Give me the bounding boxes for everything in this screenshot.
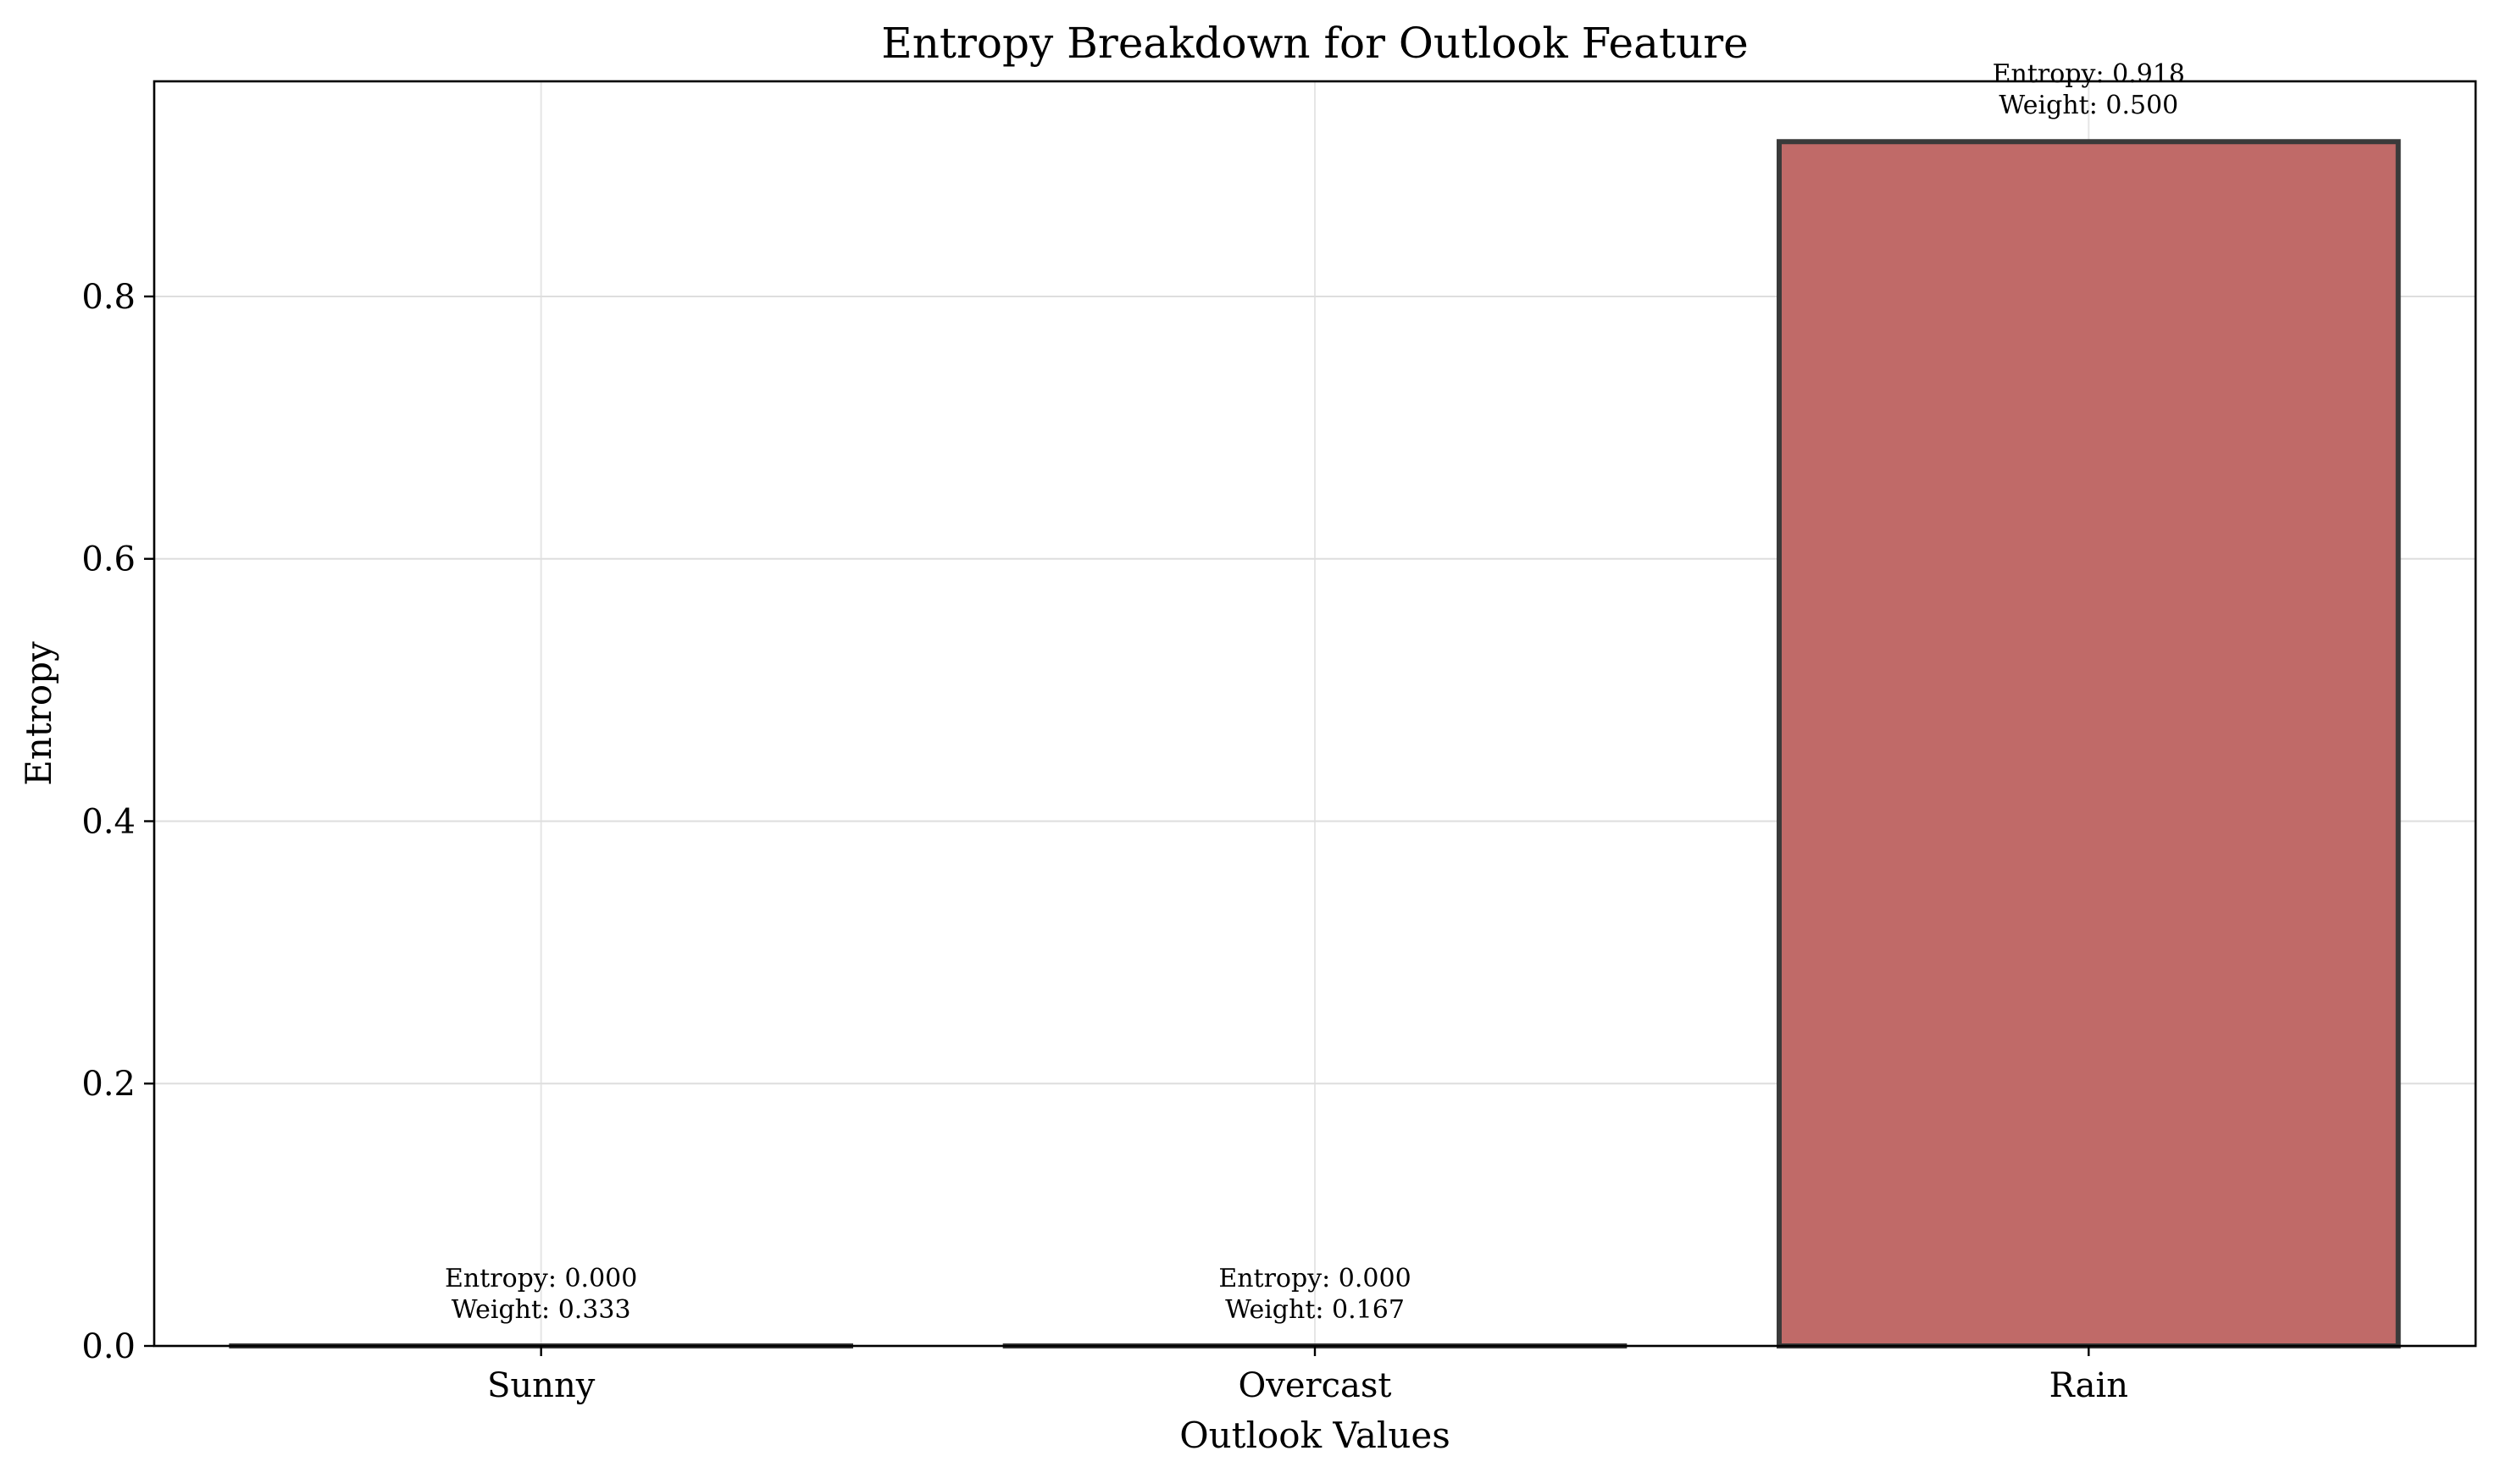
y-tick-label: 0.8 [81, 278, 136, 317]
bar-entropy-label: Entropy: 0.000 [445, 1264, 637, 1293]
bar-weight-label: Weight: 0.167 [1225, 1295, 1405, 1325]
axis-ticks: 0.0 0.2 0.4 0.6 0.8 Sunny Overcast Rain [81, 278, 2128, 1405]
y-tick-label: 0.4 [81, 802, 136, 841]
chart-title: Entropy Breakdown for Outlook Feature [881, 19, 1749, 68]
x-axis-label: Outlook Values [1179, 1415, 1450, 1456]
y-tick-label: 0.2 [81, 1065, 136, 1104]
x-tick-label-overcast: Overcast [1238, 1366, 1391, 1405]
y-axis-label: Entropy [18, 641, 59, 786]
x-tick-label-rain: Rain [2049, 1366, 2128, 1405]
bar-rain [1777, 139, 2401, 1348]
x-tick-label-sunny: Sunny [487, 1366, 596, 1405]
bar-entropy-label: Entropy: 0.000 [1218, 1264, 1411, 1293]
bar-entropy-label: Entropy: 0.918 [1993, 59, 2185, 89]
bar-weight-label: Weight: 0.500 [1999, 91, 2178, 120]
y-tick-label: 0.6 [81, 540, 136, 579]
y-tick-label: 0.0 [81, 1327, 136, 1366]
bar-weight-label: Weight: 0.333 [452, 1295, 631, 1325]
